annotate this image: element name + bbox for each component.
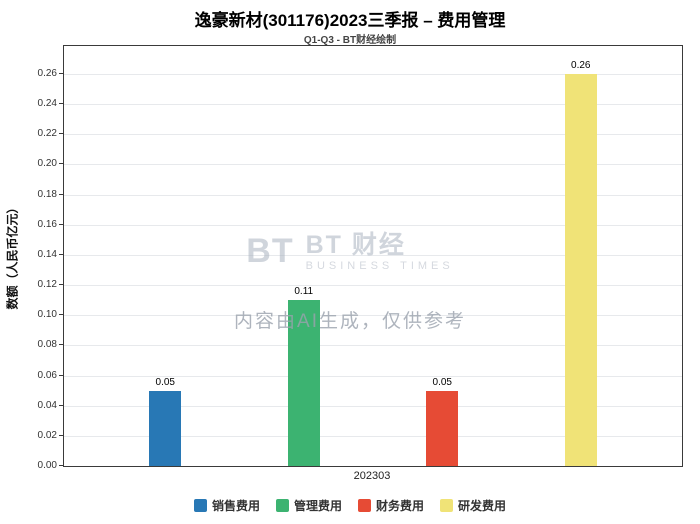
y-tick-label: 0.20 <box>37 158 57 170</box>
legend-swatch-icon <box>440 499 454 512</box>
gridline <box>64 224 682 226</box>
legend-label: 研发费用 <box>458 499 507 513</box>
legend-item-销售费用[interactable]: 销售费用 <box>193 497 260 514</box>
y-tick-mark <box>59 284 63 286</box>
y-tick-mark <box>59 223 63 225</box>
bar-研发费用 <box>564 74 597 466</box>
gridline <box>64 74 682 75</box>
y-tick-label: 0.12 <box>37 279 57 291</box>
y-tick-mark <box>59 73 63 74</box>
plot-area: 0.05 0.11 0.05 0.26 <box>63 45 683 467</box>
bar-财务费用 <box>426 390 459 466</box>
gridline <box>64 254 682 256</box>
legend: 销售费用 管理费用 财务费用 研发费用 <box>0 497 700 514</box>
gridline <box>64 134 682 136</box>
chart-subtitle: Q1-Q3 - BT财经绘制 <box>303 35 397 46</box>
gridline <box>64 405 682 407</box>
y-tick-mark <box>59 193 63 195</box>
x-tick-label: 202303 <box>353 470 391 482</box>
y-tick-label: 0.22 <box>37 128 57 140</box>
legend-item-研发费用[interactable]: 研发费用 <box>440 497 506 514</box>
bar-value-label: 0.11 <box>294 286 314 298</box>
legend-item-管理费用[interactable]: 管理费用 <box>275 497 342 514</box>
y-tick-mark <box>59 344 63 346</box>
y-tick-label: 0.18 <box>37 188 57 200</box>
y-tick-label: 0.14 <box>37 248 57 260</box>
y-tick-label: 0.08 <box>37 339 57 351</box>
y-tick-mark <box>59 434 63 436</box>
bar-管理费用 <box>287 300 320 466</box>
y-tick-label: 0.24 <box>37 98 57 110</box>
y-tick-label: 0.00 <box>37 460 57 471</box>
gridline <box>64 285 682 287</box>
y-tick-mark <box>59 133 63 135</box>
gridline <box>64 194 682 196</box>
y-tick-label: 0.06 <box>37 369 57 381</box>
chart-title: 逸豪新材(301176)2023三季报 – 费用管理 <box>194 11 506 30</box>
bar-销售费用 <box>149 390 182 466</box>
bar-value-label: 0.26 <box>571 60 591 71</box>
legend-label: 管理费用 <box>293 499 342 513</box>
legend-label: 财务费用 <box>376 499 425 513</box>
y-tick-mark <box>59 163 63 165</box>
y-tick-mark <box>59 374 63 376</box>
y-tick-mark <box>59 103 63 105</box>
gridline <box>64 375 682 377</box>
y-tick-label: 0.26 <box>37 68 57 79</box>
gridline <box>64 435 682 437</box>
legend-swatch-icon <box>275 499 289 512</box>
y-tick-mark <box>59 465 63 466</box>
y-tick-mark <box>59 404 63 406</box>
legend-swatch-icon <box>358 499 371 512</box>
y-tick-label: 0.10 <box>37 309 57 321</box>
y-axis-title: 数额（人民币亿元） <box>5 200 20 310</box>
y-tick-label: 0.16 <box>37 218 57 230</box>
gridline <box>64 164 682 166</box>
legend-item-财务费用[interactable]: 财务费用 <box>358 497 424 514</box>
bar-value-label: 0.05 <box>155 376 175 388</box>
y-tick-label: 0.02 <box>37 429 57 441</box>
gridline <box>64 345 682 347</box>
y-tick-label: 0.04 <box>37 399 57 411</box>
gridline <box>64 315 682 317</box>
y-tick-mark <box>59 314 63 316</box>
legend-swatch-icon <box>193 499 207 512</box>
bar-value-label: 0.05 <box>432 376 452 388</box>
y-tick-mark <box>59 253 63 255</box>
gridline <box>64 104 682 106</box>
legend-label: 销售费用 <box>211 499 260 513</box>
y-axis-title-wrap: 数额（人民币亿元） <box>2 45 22 465</box>
